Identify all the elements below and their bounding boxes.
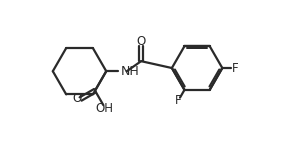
- Text: NH: NH: [121, 65, 139, 78]
- Text: O: O: [72, 92, 81, 105]
- Text: F: F: [232, 61, 238, 75]
- Text: O: O: [136, 35, 146, 48]
- Text: F: F: [175, 95, 181, 108]
- Text: OH: OH: [95, 102, 114, 116]
